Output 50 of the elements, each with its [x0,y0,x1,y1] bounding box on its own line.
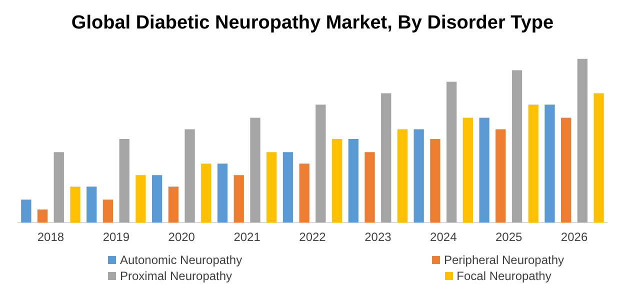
legend-label: Autonomic Neuropathy [120,253,242,267]
bar [594,93,604,223]
bar [136,175,146,223]
bar [299,164,310,223]
x-tick-label: 2024 [430,230,458,244]
bar [266,152,277,223]
bar [37,209,48,223]
bar [348,139,358,223]
legend-label: Peripheral Neuropathy [444,253,564,267]
bar [414,129,424,223]
x-tick-label: 2026 [560,230,588,244]
bar [577,58,588,223]
legend-label: Proximal Neuropathy [120,269,232,283]
bar [397,129,408,223]
bar [54,152,64,223]
x-tick-label: 2023 [364,230,392,244]
bar [282,152,294,223]
bar [479,118,490,223]
bar [184,129,195,223]
bar [86,186,97,223]
bar [381,93,392,223]
chart-title: Global Diabetic Neuropathy Market, By Disorder Type [71,12,554,34]
bar [430,139,440,223]
bar [21,200,32,223]
bar [512,70,522,223]
x-tick-label: 2025 [495,230,523,244]
bar [102,200,114,223]
bar [168,186,179,223]
bar [496,129,506,223]
bar [250,118,260,223]
bar [316,104,326,223]
x-tick-label: 2019 [102,230,130,244]
bar [152,175,162,223]
legend-label: Focal Neuropathy [456,269,552,283]
bar [528,104,538,223]
x-tick-label: 2021 [234,230,261,244]
bar [561,118,572,223]
bar [70,186,80,223]
bar [446,82,457,223]
x-tick-label: 2022 [299,230,326,244]
bar [119,139,130,223]
bar [234,175,244,223]
bar [364,152,375,223]
x-tick-label: 2018 [37,230,64,244]
bar [201,164,212,223]
bar [462,118,474,223]
bar [332,139,342,223]
bar [544,104,555,223]
x-tick-label: 2020 [168,230,196,244]
bar [217,164,228,223]
